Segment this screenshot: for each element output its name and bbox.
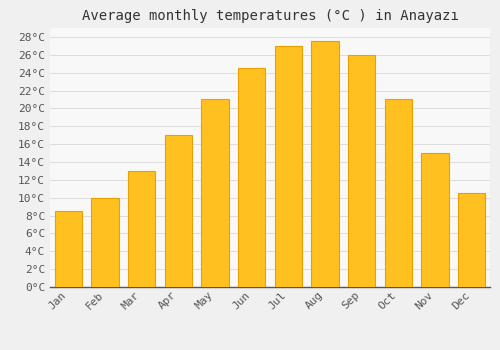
Bar [91,260,119,287]
Bar [164,241,192,287]
Bar [201,231,229,287]
Bar [458,259,485,287]
Bar [274,215,302,287]
Bar [458,193,485,287]
Bar [311,213,339,287]
Bar [128,252,156,287]
Bar [348,217,376,287]
Bar [54,211,82,287]
Bar [384,99,412,287]
Bar [238,221,266,287]
Bar [421,153,448,287]
Bar [384,231,412,287]
Title: Average monthly temperatures (°C ) in Anayazı: Average monthly temperatures (°C ) in An… [82,9,458,23]
Bar [348,55,376,287]
Bar [311,41,339,287]
Bar [164,135,192,287]
Bar [274,46,302,287]
Bar [91,198,119,287]
Bar [201,99,229,287]
Bar [54,264,82,287]
Bar [238,68,266,287]
Bar [421,247,448,287]
Bar [128,171,156,287]
